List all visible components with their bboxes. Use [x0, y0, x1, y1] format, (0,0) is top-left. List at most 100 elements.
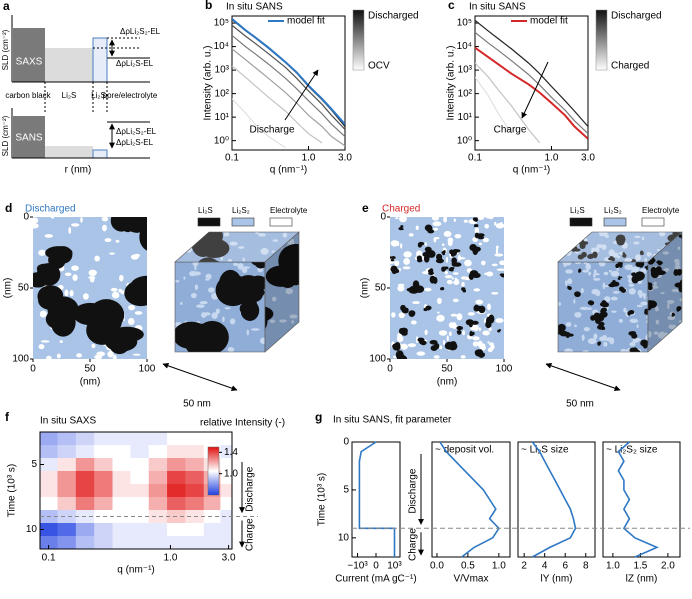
electrolyte-pore — [76, 353, 82, 358]
electrolyte-pore — [279, 319, 287, 323]
colorbar-tick-label: 1.0 — [224, 468, 238, 479]
li2s-domain — [473, 218, 477, 222]
cube-face — [265, 232, 299, 352]
heatmap-cell — [220, 536, 232, 549]
electrolyte-pore — [259, 337, 265, 345]
annotation: Discharge — [245, 466, 256, 511]
electrolyte-pore — [603, 271, 609, 276]
li2s-domain — [456, 325, 464, 331]
heatmap-cell — [40, 497, 59, 511]
li2s-domain — [73, 302, 108, 326]
electrolyte-pore — [115, 239, 120, 243]
x-tick-label: 0 — [387, 364, 393, 375]
electrolyte-pore — [438, 330, 448, 336]
electrolyte-pore — [596, 244, 604, 249]
electrolyte-pore — [33, 223, 39, 229]
li2s-domain — [679, 279, 682, 287]
li2s-domain — [578, 269, 581, 273]
x-tick-label: 50 — [441, 364, 453, 375]
electrolyte-pore — [188, 240, 196, 243]
li2s-domain — [236, 275, 260, 292]
heatmap-cell — [148, 458, 168, 472]
electrolyte-pore — [451, 322, 457, 328]
electrolyte-pore — [39, 310, 47, 318]
electrolyte-pore — [400, 243, 403, 249]
electrolyte-pore — [38, 344, 45, 350]
electrolyte-pore — [490, 343, 495, 350]
li2s-block — [45, 146, 93, 158]
li2s-domain — [677, 341, 681, 345]
heatmap-cell — [185, 445, 205, 459]
heatmap-cell — [112, 432, 131, 446]
electrolyte-pore — [115, 293, 120, 297]
electrolyte-pore — [80, 217, 83, 223]
electrolyte-pore — [564, 348, 573, 352]
x-tick-label: 100 — [139, 364, 156, 375]
electrolyte-pore — [672, 348, 679, 354]
series-line — [475, 31, 588, 135]
electrolyte-pore — [433, 227, 439, 231]
electrolyte-pore — [416, 250, 423, 258]
li2s-domain — [441, 266, 447, 271]
li2s2-block — [92, 149, 108, 159]
electrolyte-pore — [132, 353, 141, 356]
li2s-domain — [398, 328, 404, 335]
electrolyte-pore — [563, 247, 566, 251]
li2s-domain — [593, 312, 600, 319]
li2s-domain — [437, 258, 444, 264]
y-axis-label: Time (10³ s) — [7, 464, 18, 518]
electrolyte-pore — [396, 335, 404, 343]
heatmap-cell — [112, 484, 131, 498]
heatmap-cell — [203, 523, 221, 537]
legend-swatch — [231, 217, 255, 227]
electrolyte-pore — [443, 340, 446, 346]
electrolyte-pore — [644, 257, 647, 262]
x-tick-label: 6 — [562, 561, 568, 572]
x-tick-label: 2.0 — [661, 561, 675, 572]
li2s-domain — [620, 287, 625, 291]
electrolyte-pore — [460, 355, 466, 359]
panel-title: Charged — [382, 204, 420, 215]
x-tick-label: 1.0 — [302, 153, 316, 164]
legend-label: model fit — [530, 16, 568, 27]
heatmap-cell — [75, 497, 95, 511]
li2s2-block — [92, 37, 108, 83]
colorbar — [207, 446, 220, 496]
electrolyte-pore — [110, 287, 118, 292]
electrolyte-pore — [192, 271, 202, 276]
series-line — [232, 98, 286, 149]
electrolyte-pore — [224, 232, 230, 237]
electrolyte-pore — [424, 242, 427, 246]
electrolyte-pore — [89, 276, 95, 283]
heatmap-cell — [220, 484, 232, 498]
li2s-domain — [556, 253, 559, 257]
heatmap-cell — [94, 536, 114, 549]
series-line — [232, 48, 345, 147]
electrolyte-pore — [605, 337, 614, 342]
electrolyte-pore — [451, 277, 455, 280]
y-tick-label: 10⁴ — [214, 41, 229, 52]
electrolyte-pore — [437, 311, 440, 314]
electrolyte-pore — [33, 217, 39, 224]
legend-swatch — [603, 217, 627, 227]
heatmap-cell — [130, 497, 150, 511]
schematic: a SLD (cm⁻²) SLD (cm⁻²) SAXS ΔρLi₂S₂-EL … — [1, 0, 161, 176]
contrast-label: ΔρLi₂S-EL — [116, 138, 154, 147]
legend-swatch — [569, 217, 593, 227]
li2s-domain — [671, 312, 675, 315]
electrolyte-pore — [494, 221, 497, 226]
electrolyte-pore — [472, 336, 480, 341]
electrolyte-pore — [580, 287, 584, 294]
electrolyte-pore — [593, 333, 598, 340]
electrolyte-pore — [175, 280, 180, 283]
legend-swatch — [641, 217, 665, 227]
series-line — [232, 34, 345, 137]
electrolyte-pore — [488, 327, 492, 332]
electrolyte-pore — [669, 315, 674, 320]
x-tick-label: 10³ — [387, 561, 402, 572]
electrolyte-pore — [46, 355, 52, 359]
electrolyte-pore — [199, 300, 208, 305]
electrolyte-pore — [102, 224, 107, 232]
x-axis-label: lZ (nm) — [626, 574, 658, 585]
